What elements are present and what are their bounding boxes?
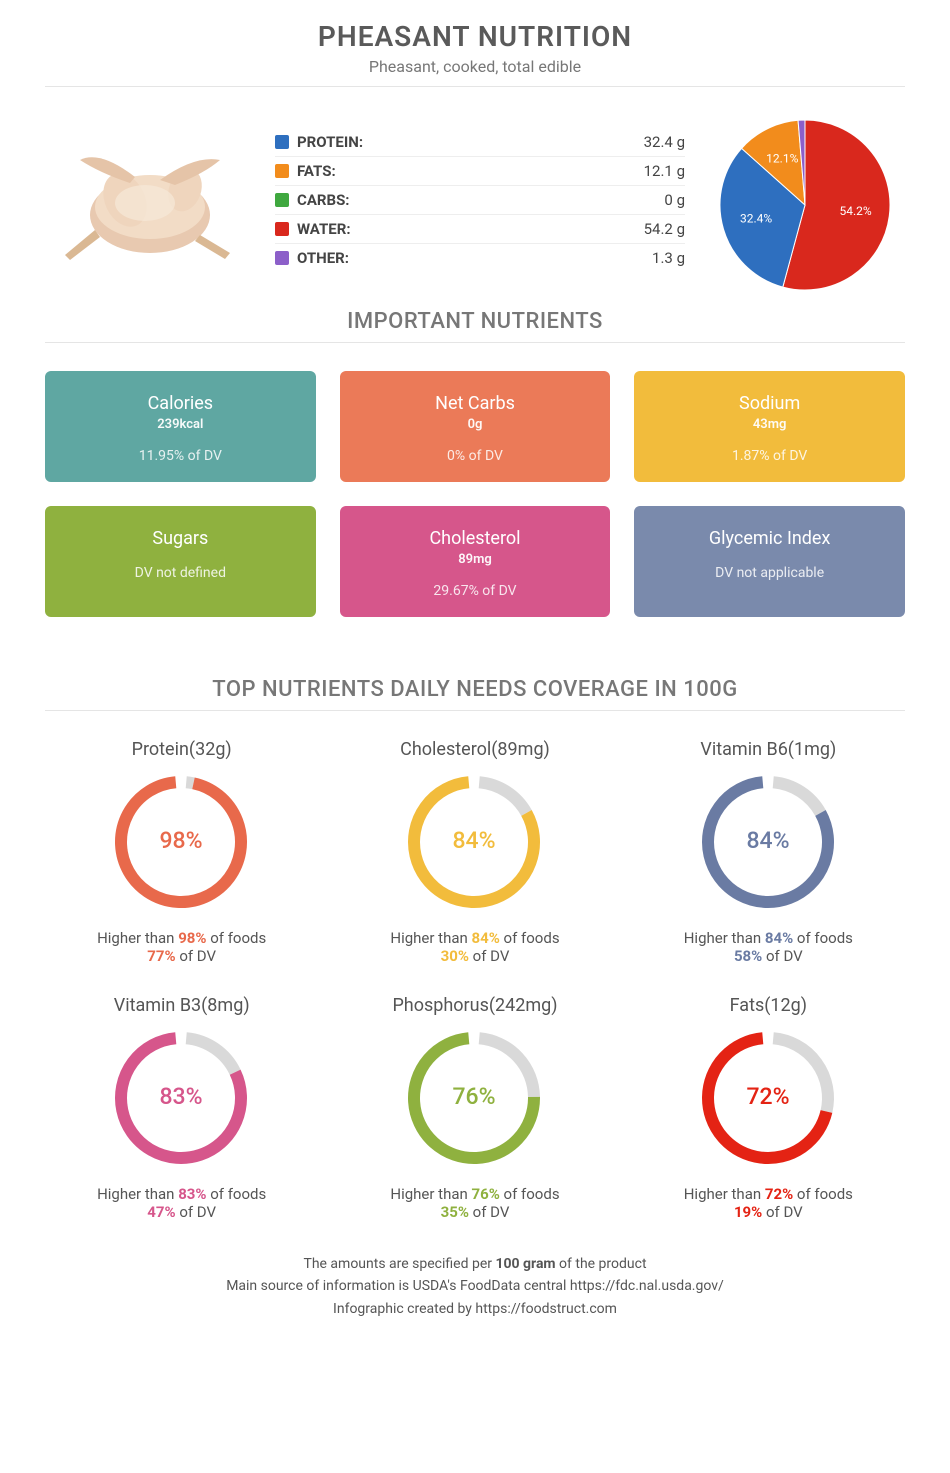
card-name: Sodium <box>644 393 895 414</box>
coverage-donuts: Protein(32g)98%Higher than 98% of foods7… <box>45 739 905 1221</box>
donut-title: Vitamin B3(8mg) <box>45 995 318 1016</box>
nutrient-card: Cholesterol 89mg 29.67% of DV <box>340 506 611 617</box>
footer-text: The amounts are specified per <box>303 1256 495 1272</box>
nutrient-cards: Calories 239kcal 11.95% of DV Net Carbs 0g 0%… <box>45 371 905 617</box>
footer: The amounts are specified per 100 gram o… <box>45 1253 905 1320</box>
macro-color-swatch <box>275 251 289 265</box>
card-name: Sugars <box>55 528 306 549</box>
donut-title: Protein(32g) <box>45 739 318 760</box>
donut-pct: 76% <box>453 1083 496 1110</box>
macro-label: FATS: <box>297 162 644 180</box>
page-subtitle: Pheasant, cooked, total edible <box>45 57 905 76</box>
footer-text: 100 gram <box>495 1256 555 1272</box>
footer-text: Infographic created by https://foodstruc… <box>45 1298 905 1320</box>
donut-arc <box>773 782 820 813</box>
page-title: PHEASANT NUTRITION <box>45 20 905 53</box>
nutrient-card: Sugars DV not defined <box>45 506 316 617</box>
coverage-donut: Vitamin B3(8mg) 83% Higher than 83% of foo… <box>45 995 318 1221</box>
donut-title: Phosphorus(242mg) <box>338 995 611 1016</box>
donut-dv: 47% of DV <box>45 1203 318 1221</box>
card-name: Calories <box>55 393 306 414</box>
card-name: Net Carbs <box>350 393 601 414</box>
coverage-donut: Vitamin B6(1mg) 84% Higher than 84% of foo… <box>632 739 905 965</box>
donut-arc <box>186 782 193 783</box>
card-value: 0g <box>350 417 601 432</box>
donut-arc <box>480 782 527 813</box>
donut-pct: 98% <box>160 827 203 854</box>
card-dv: 1.87% of DV <box>644 448 895 464</box>
nutrient-card: Glycemic Index DV not applicable <box>634 506 905 617</box>
pie-slice-label: 54.2% <box>839 204 871 218</box>
card-dv: DV not applicable <box>644 565 895 581</box>
donut-title: Cholesterol(89mg) <box>338 739 611 760</box>
donut-higher-than: Higher than 76% of foods <box>338 1185 611 1203</box>
card-name: Glycemic Index <box>644 528 895 549</box>
macro-value: 32.4 g <box>644 133 685 151</box>
composition-pie: 54.2% 32.4% 12.1% <box>705 105 905 295</box>
donut-higher-than: Higher than 72% of foods <box>632 1185 905 1203</box>
pie-slice-label: 12.1% <box>766 152 798 166</box>
donut-dv: 58% of DV <box>632 947 905 965</box>
macro-table: PROTEIN:32.4 gFATS:12.1 gCARBS:0 gWATER:… <box>275 128 685 272</box>
donut-dv: 19% of DV <box>632 1203 905 1221</box>
macro-label: OTHER: <box>297 249 652 267</box>
coverage-donut: Protein(32g) 98% Higher than 98% of foods7… <box>45 739 318 965</box>
footer-text: Main source of information is USDA's Foo… <box>45 1275 905 1297</box>
divider <box>45 86 905 87</box>
macro-color-swatch <box>275 222 289 236</box>
donut-higher-than: Higher than 84% of foods <box>338 929 611 947</box>
donut-title: Fats(12g) <box>632 995 905 1016</box>
donut-pct: 83% <box>160 1083 203 1110</box>
coverage-donut: Phosphorus(242mg) 76% Higher than 76% of f… <box>338 995 611 1221</box>
card-dv: 11.95% of DV <box>55 448 306 464</box>
macro-label: WATER: <box>297 220 644 238</box>
card-value: 239kcal <box>55 417 306 432</box>
donut-higher-than: Higher than 98% of foods <box>45 929 318 947</box>
donut-pct: 72% <box>746 1083 789 1110</box>
macro-label: CARBS: <box>297 191 664 209</box>
nutrient-card: Net Carbs 0g 0% of DV <box>340 371 611 482</box>
macro-row: FATS:12.1 g <box>275 157 685 186</box>
card-name: Cholesterol <box>350 528 601 549</box>
footer-text: of the product <box>556 1256 647 1272</box>
donut-pct: 84% <box>453 827 496 854</box>
card-dv: DV not defined <box>55 565 306 581</box>
macro-value: 54.2 g <box>644 220 685 238</box>
donut-title: Vitamin B6(1mg) <box>632 739 905 760</box>
nutrient-card: Calories 239kcal 11.95% of DV <box>45 371 316 482</box>
coverage-donut: Cholesterol(89mg) 84% Higher than 84% of f… <box>338 739 611 965</box>
macro-row: WATER:54.2 g <box>275 215 685 244</box>
macro-color-swatch <box>275 135 289 149</box>
macro-row: PROTEIN:32.4 g <box>275 128 685 157</box>
donut-dv: 35% of DV <box>338 1203 611 1221</box>
card-value: 89mg <box>350 552 601 567</box>
divider <box>45 342 905 343</box>
donut-arc <box>186 1038 235 1072</box>
donut-pct: 84% <box>746 827 789 854</box>
donut-higher-than: Higher than 83% of foods <box>45 1185 318 1203</box>
macro-label: PROTEIN: <box>297 133 644 151</box>
section-title-coverage: TOP NUTRIENTS DAILY NEEDS COVERAGE IN 10… <box>45 677 905 702</box>
donut-dv: 77% of DV <box>45 947 318 965</box>
food-image <box>45 125 255 275</box>
macro-color-swatch <box>275 193 289 207</box>
card-value: 43mg <box>644 417 895 432</box>
macro-color-swatch <box>275 164 289 178</box>
macro-value: 0 g <box>664 191 685 209</box>
macro-value: 12.1 g <box>644 162 685 180</box>
coverage-donut: Fats(12g) 72% Higher than 72% of foods19% … <box>632 995 905 1221</box>
pie-slice-label: 32.4% <box>740 212 772 226</box>
donut-higher-than: Higher than 84% of foods <box>632 929 905 947</box>
card-dv: 0% of DV <box>350 448 601 464</box>
top-section: PROTEIN:32.4 gFATS:12.1 gCARBS:0 gWATER:… <box>45 105 905 295</box>
macro-row: CARBS:0 g <box>275 186 685 215</box>
macro-value: 1.3 g <box>652 249 685 267</box>
macro-row: OTHER:1.3 g <box>275 244 685 272</box>
nutrient-card: Sodium 43mg 1.87% of DV <box>634 371 905 482</box>
donut-dv: 30% of DV <box>338 947 611 965</box>
card-dv: 29.67% of DV <box>350 583 601 599</box>
section-title-nutrients: IMPORTANT NUTRIENTS <box>45 309 905 334</box>
divider <box>45 710 905 711</box>
